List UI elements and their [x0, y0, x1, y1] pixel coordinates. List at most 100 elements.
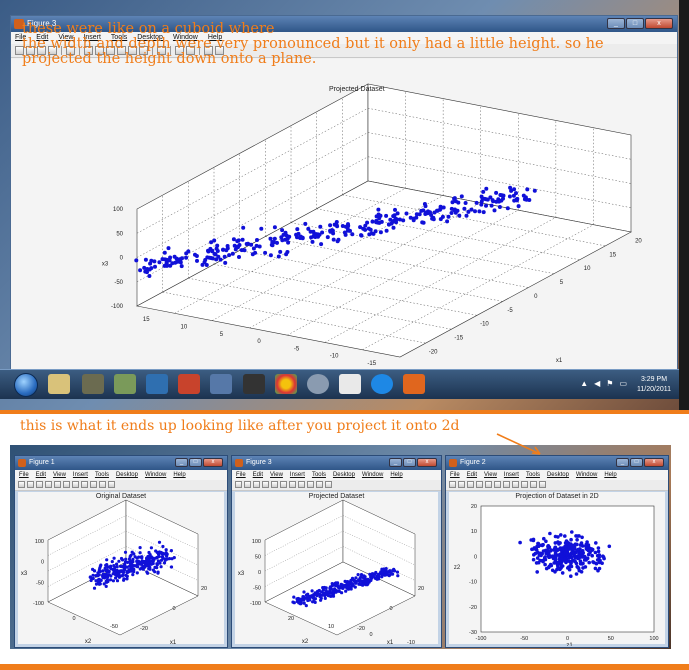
- rotate-3d-icon[interactable]: [81, 481, 88, 488]
- menu-help[interactable]: Help: [173, 472, 186, 478]
- open-file-icon[interactable]: [458, 481, 465, 488]
- menu-desktop[interactable]: Desktop: [546, 472, 569, 478]
- open-file-icon[interactable]: [26, 46, 35, 55]
- menu-tools[interactable]: Tools: [525, 472, 540, 478]
- pdf-icon[interactable]: [178, 374, 200, 394]
- hide-plot-tools-icon[interactable]: [204, 46, 213, 55]
- data-cursor-icon[interactable]: [128, 46, 137, 55]
- menu-help[interactable]: Help: [390, 472, 403, 478]
- menu-desktop[interactable]: Desktop: [332, 472, 355, 478]
- tray-arrow-icon[interactable]: ▲: [580, 379, 589, 388]
- menu-edit[interactable]: Edit: [252, 472, 264, 478]
- camera-icon[interactable]: [243, 374, 265, 394]
- zoom-out-icon[interactable]: [95, 46, 104, 55]
- insert-legend-icon[interactable]: [108, 481, 115, 488]
- insert-legend-icon[interactable]: [539, 481, 546, 488]
- menu-desktop[interactable]: Desktop: [115, 472, 138, 478]
- menu-insert[interactable]: Insert: [289, 472, 305, 478]
- brush-icon[interactable]: [307, 481, 314, 488]
- menu-view[interactable]: View: [58, 34, 74, 41]
- window-titlebar[interactable]: Figure 2 _ □ x: [446, 456, 668, 470]
- insert-colorbar-icon[interactable]: [175, 46, 184, 55]
- maximize-button[interactable]: □: [630, 458, 643, 467]
- zoom-out-icon[interactable]: [494, 481, 501, 488]
- print-icon[interactable]: [476, 481, 483, 488]
- menu-insert[interactable]: Insert: [72, 472, 88, 478]
- menu-view[interactable]: View: [53, 472, 66, 478]
- new-figure-icon[interactable]: [235, 481, 242, 488]
- zoom-in-icon[interactable]: [485, 481, 492, 488]
- menu-window[interactable]: Window: [172, 34, 198, 41]
- menu-window[interactable]: Window: [361, 472, 384, 478]
- app-icon[interactable]: [114, 374, 136, 394]
- taskbar-clock[interactable]: 3:29 PM 11/20/2011: [637, 375, 671, 395]
- rotate-3d-icon[interactable]: [512, 481, 519, 488]
- insert-legend-icon[interactable]: [325, 481, 332, 488]
- menu-help[interactable]: Help: [207, 34, 223, 41]
- minimize-button[interactable]: _: [616, 458, 629, 467]
- app-icon[interactable]: [307, 374, 329, 394]
- chrome-icon[interactable]: [275, 374, 297, 394]
- brush-icon[interactable]: [139, 46, 148, 55]
- zoom-out-icon[interactable]: [280, 481, 287, 488]
- link-plot-icon[interactable]: [99, 481, 106, 488]
- app-icon[interactable]: [371, 374, 393, 394]
- print-icon[interactable]: [48, 46, 57, 55]
- start-button[interactable]: [14, 373, 38, 397]
- edit-plot-icon[interactable]: [66, 46, 75, 55]
- app-icon[interactable]: [339, 374, 361, 394]
- pan-icon[interactable]: [72, 481, 79, 488]
- save-icon[interactable]: [253, 481, 260, 488]
- menu-tools[interactable]: Tools: [311, 472, 326, 478]
- monitor-icon[interactable]: ▭: [619, 379, 627, 388]
- brush-icon[interactable]: [90, 481, 97, 488]
- open-file-icon[interactable]: [27, 481, 34, 488]
- new-figure-icon[interactable]: [15, 46, 24, 55]
- save-icon[interactable]: [36, 481, 43, 488]
- zoom-in-icon[interactable]: [271, 481, 278, 488]
- print-icon[interactable]: [262, 481, 269, 488]
- menu-file[interactable]: File: [19, 472, 29, 478]
- menu-edit[interactable]: Edit: [36, 34, 49, 41]
- menu-insert[interactable]: Insert: [83, 34, 101, 41]
- rotate-3d-icon[interactable]: [298, 481, 305, 488]
- close-button[interactable]: x: [645, 18, 673, 29]
- menu-window[interactable]: Window: [144, 472, 167, 478]
- close-button[interactable]: x: [644, 458, 664, 467]
- zoom-in-icon[interactable]: [54, 481, 61, 488]
- window-titlebar[interactable]: Figure 1 _ □ x: [15, 456, 227, 470]
- save-icon[interactable]: [467, 481, 474, 488]
- menu-view[interactable]: View: [484, 472, 497, 478]
- maximize-button[interactable]: □: [189, 458, 202, 467]
- zoom-out-icon[interactable]: [63, 481, 70, 488]
- menu-desktop[interactable]: Desktop: [137, 34, 163, 41]
- flag-icon[interactable]: ⚑: [606, 379, 614, 388]
- app-icon[interactable]: [146, 374, 168, 394]
- open-file-icon[interactable]: [244, 481, 251, 488]
- menu-tools[interactable]: Tools: [94, 472, 109, 478]
- close-button[interactable]: x: [417, 458, 437, 467]
- matlab-icon[interactable]: [403, 374, 425, 394]
- network-icon[interactable]: [210, 374, 232, 394]
- link-plot-icon[interactable]: [530, 481, 537, 488]
- menu-edit[interactable]: Edit: [35, 472, 47, 478]
- window-titlebar[interactable]: Figure 3 _ □ x: [11, 16, 677, 32]
- close-button[interactable]: x: [203, 458, 223, 467]
- save-icon[interactable]: [37, 46, 46, 55]
- minimize-button[interactable]: _: [389, 458, 402, 467]
- menu-edit[interactable]: Edit: [466, 472, 478, 478]
- new-figure-icon[interactable]: [449, 481, 456, 488]
- menu-tools[interactable]: Tools: [110, 34, 128, 41]
- insert-legend-icon[interactable]: [186, 46, 195, 55]
- menu-window[interactable]: Window: [575, 472, 598, 478]
- menu-insert[interactable]: Insert: [503, 472, 519, 478]
- pan-icon[interactable]: [503, 481, 510, 488]
- brush-icon[interactable]: [521, 481, 528, 488]
- maximize-button[interactable]: □: [403, 458, 416, 467]
- print-icon[interactable]: [45, 481, 52, 488]
- show-plot-tools-icon[interactable]: [215, 46, 224, 55]
- pan-icon[interactable]: [106, 46, 115, 55]
- link-plot-icon[interactable]: [157, 46, 166, 55]
- menu-file[interactable]: File: [15, 34, 27, 41]
- link-plot-icon[interactable]: [316, 481, 323, 488]
